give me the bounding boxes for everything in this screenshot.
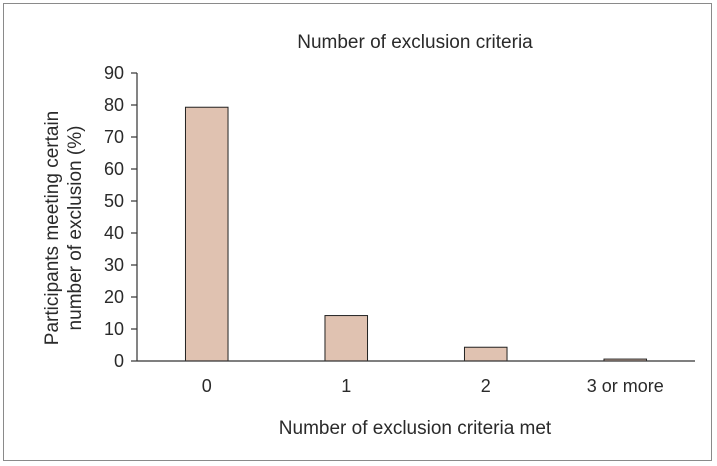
y-tick-label: 90 bbox=[104, 63, 124, 83]
y-tick-label: 0 bbox=[114, 351, 124, 371]
bar-2 bbox=[463, 346, 508, 362]
x-tick-label: 2 bbox=[481, 376, 491, 396]
x-axis-title: Number of exclusion criteria met bbox=[279, 418, 552, 439]
x-tick-label: 3 or more bbox=[587, 376, 664, 396]
x-tick-label: 1 bbox=[341, 376, 351, 396]
y-tick-label: 70 bbox=[104, 127, 124, 147]
y-tick-label: 30 bbox=[104, 255, 124, 275]
bars bbox=[184, 106, 648, 362]
bar-1 bbox=[324, 315, 369, 362]
y-tick-label: 10 bbox=[104, 319, 124, 339]
y-axis-title-line-1: Participants meeting certain bbox=[42, 111, 63, 345]
chart-frame bbox=[3, 3, 712, 461]
x-tick-label: 0 bbox=[202, 376, 212, 396]
y-tick-label: 40 bbox=[104, 223, 124, 243]
y-tick-label: 80 bbox=[104, 95, 124, 115]
y-tick-label: 60 bbox=[104, 159, 124, 179]
x-axis: 0 1 2 3 or more bbox=[137, 360, 695, 396]
y-tick-label: 20 bbox=[104, 287, 124, 307]
chart-title: Number of exclusion criteria bbox=[297, 32, 533, 53]
y-axis: 0 10 20 30 40 50 60 70 80 90 bbox=[104, 63, 138, 371]
y-axis-title: Participants meeting certain number of e… bbox=[42, 111, 86, 345]
y-tick-label: 50 bbox=[104, 191, 124, 211]
bar-0 bbox=[184, 106, 229, 362]
y-axis-title-line-2: number of exclusion (%) bbox=[65, 126, 86, 331]
